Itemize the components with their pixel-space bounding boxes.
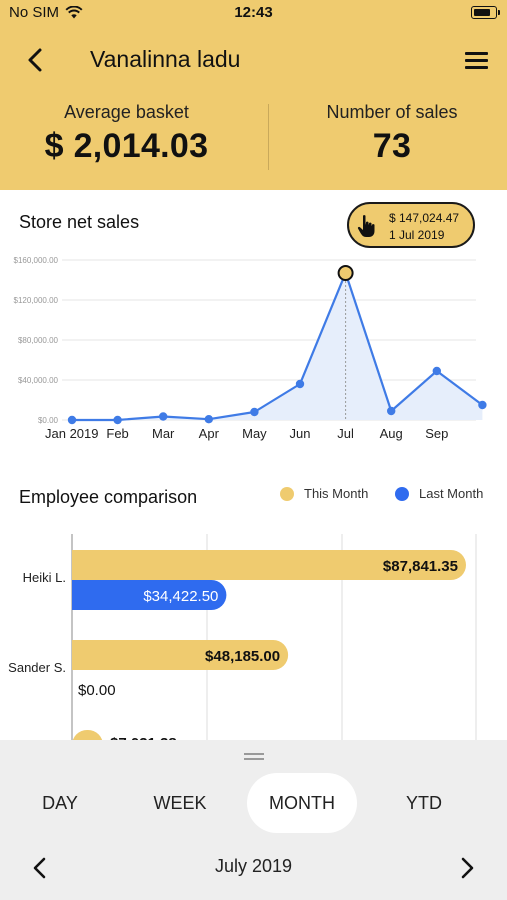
battery-icon: [471, 6, 500, 19]
data-point: [387, 406, 396, 416]
average-basket-value: $ 2,014.03: [44, 127, 209, 165]
average-basket-label: Average basket: [64, 102, 189, 122]
x-tick-label: Feb: [106, 426, 128, 441]
hand-pointer-icon: [357, 215, 375, 237]
chevron-right-icon: [461, 857, 474, 879]
bar-last-month-start: [72, 580, 102, 610]
y-tick-label: $40,000.00: [18, 376, 59, 385]
data-point: [432, 366, 441, 376]
bar-this-month-partial: [72, 730, 103, 740]
status-bar: No SIM 12:43: [0, 0, 507, 28]
data-point: [204, 415, 213, 424]
legend-this-month-label: This Month: [304, 486, 369, 501]
employee-comparison-chart[interactable]: Heiki L. $87,841.35 $34,422.50 Sander S. $48…: [0, 530, 507, 740]
store-net-sales-chart[interactable]: $0.00 $40,000.00 $80,000.00 $120,000.00 $160…: [0, 250, 507, 450]
legend-this-month: This Month: [280, 486, 368, 501]
bar-last-month: [72, 580, 227, 610]
employee-name: Sander S.: [8, 660, 66, 675]
bar-this-month-start: [72, 640, 102, 670]
highlighted-point: [337, 264, 354, 281]
data-point: [159, 412, 168, 421]
number-of-sales-value: 73: [372, 127, 412, 165]
x-tick-label: Aug: [380, 426, 403, 441]
x-tick-label: May: [242, 426, 267, 441]
sales-area: [72, 272, 483, 420]
tab-week[interactable]: WEEK: [153, 793, 207, 813]
menu-button[interactable]: [465, 48, 489, 72]
x-tick-label: Jun: [290, 426, 311, 441]
data-point: [295, 379, 305, 389]
x-tick-label: Jul: [337, 426, 354, 441]
y-tick-label: $0.00: [38, 416, 59, 425]
number-of-sales-label: Number of sales: [326, 102, 458, 122]
bar-value-partial: $7,031.38: [110, 735, 177, 740]
y-tick-label: $80,000.00: [18, 336, 59, 345]
bar-value-this-month: $87,841.35: [383, 558, 458, 575]
average-basket-kpi: Average basket $ 2,014.03: [0, 102, 253, 166]
tab-day[interactable]: DAY: [42, 793, 78, 813]
legend-last-month-label: Last Month: [419, 486, 484, 501]
tooltip-value: $ 147,024.47: [389, 211, 460, 225]
bar-value-last-month: $0.00: [78, 682, 116, 699]
store-header: No SIM 12:43 Vanalinna ladu Average bask…: [0, 0, 507, 190]
data-point: [250, 407, 259, 417]
sales-section-title: Store net sales: [19, 212, 140, 232]
y-tick-label: $160,000.00: [14, 256, 59, 265]
x-tick-label: Apr: [199, 426, 220, 441]
chevron-left-icon: [33, 857, 46, 879]
y-tick-label: $120,000.00: [14, 296, 59, 305]
legend-this-month-swatch: [280, 486, 294, 501]
number-of-sales-kpi: Number of sales 73: [266, 102, 507, 166]
chevron-left-icon: [28, 48, 42, 72]
period-selector-panel: DAY WEEK MONTH YTD: [0, 740, 507, 900]
next-period-button[interactable]: [457, 856, 477, 880]
bar-this-month: [72, 550, 466, 580]
sales-tooltip[interactable]: $ 147,024.47 1 Jul 2019: [347, 202, 475, 248]
back-button[interactable]: [20, 44, 52, 76]
data-point: [478, 400, 487, 410]
tab-month[interactable]: MONTH: [247, 773, 357, 833]
page-title: Vanalinna ladu: [90, 46, 241, 72]
bar-this-month-start: [72, 550, 102, 580]
bar-value-last-month: $34,422.50: [143, 588, 218, 605]
status-time: 12:43: [234, 4, 273, 21]
carrier-label: No SIM: [9, 4, 60, 21]
employee-section-title: Employee comparison: [19, 487, 198, 507]
bar-this-month: [72, 640, 289, 670]
tab-ytd[interactable]: YTD: [406, 793, 442, 813]
x-tick-label: Sep: [425, 426, 448, 441]
wifi-icon: [65, 6, 83, 19]
bar-value-this-month: $48,185.00: [205, 648, 280, 665]
period-label: July 2019: [214, 856, 293, 876]
employee-name: Heiki L.: [23, 570, 66, 585]
previous-period-button[interactable]: [30, 856, 50, 880]
data-point: [113, 415, 122, 425]
x-tick-label: Mar: [152, 426, 175, 441]
hamburger-menu-icon: [465, 52, 488, 55]
sales-line: [72, 271, 484, 422]
legend-last-month-swatch: [395, 486, 409, 501]
drag-handle[interactable]: [244, 753, 264, 755]
kpi-divider: [268, 104, 269, 170]
x-tick-label: Jan 2019: [45, 426, 99, 441]
tooltip-date: 1 Jul 2019: [389, 228, 445, 242]
legend-last-month: Last Month: [395, 486, 483, 501]
data-point: [67, 415, 77, 425]
